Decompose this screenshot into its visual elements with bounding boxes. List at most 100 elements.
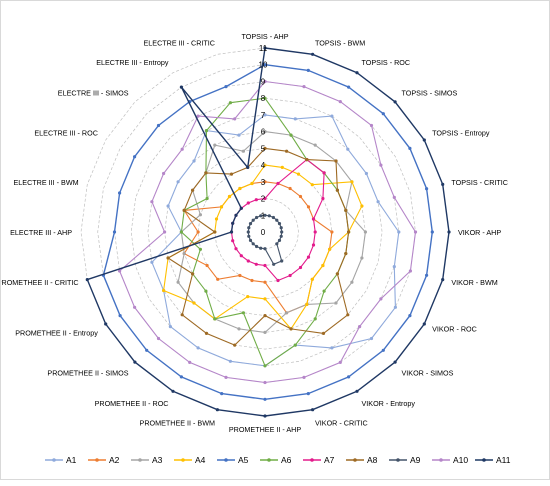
data-point-a9 bbox=[263, 213, 267, 217]
data-point-a9 bbox=[272, 262, 276, 266]
data-point-a8 bbox=[233, 343, 237, 347]
data-point-a9 bbox=[275, 218, 279, 222]
category-label: VIKOR - SIMOS bbox=[402, 369, 454, 378]
data-point-a10 bbox=[196, 114, 200, 118]
category-label: PROMETHEE II - CRITIC bbox=[1, 278, 79, 287]
data-point-a1 bbox=[346, 147, 350, 151]
data-point-a9 bbox=[255, 215, 259, 220]
data-point-a5 bbox=[425, 187, 429, 191]
data-point-a4 bbox=[305, 302, 309, 306]
data-point-a9 bbox=[248, 222, 253, 226]
legend-label: A9 bbox=[410, 455, 421, 465]
data-point-a9 bbox=[277, 238, 282, 242]
data-point-a9 bbox=[263, 247, 267, 251]
data-point-a7 bbox=[276, 181, 280, 186]
data-point-a11 bbox=[263, 46, 267, 50]
data-point-a4 bbox=[162, 288, 166, 293]
data-point-a5 bbox=[306, 68, 310, 72]
tick-label: 0 bbox=[261, 228, 266, 237]
data-point-a10 bbox=[224, 375, 228, 379]
data-point-a9 bbox=[259, 214, 263, 218]
tick-label: 7 bbox=[261, 111, 266, 120]
data-point-a11 bbox=[239, 206, 243, 210]
data-point-a4 bbox=[227, 194, 232, 199]
data-point-a7 bbox=[254, 262, 258, 266]
data-point-a3 bbox=[285, 311, 289, 315]
data-point-a10 bbox=[302, 85, 306, 89]
data-point-a11 bbox=[171, 389, 175, 393]
data-point-a4 bbox=[192, 301, 196, 305]
data-point-a1 bbox=[150, 260, 154, 264]
legend-label: A4 bbox=[195, 455, 206, 465]
data-point-a9 bbox=[246, 230, 250, 234]
data-point-a5 bbox=[425, 273, 429, 277]
tick-label: 6 bbox=[261, 128, 266, 137]
data-point-a9 bbox=[255, 244, 259, 249]
data-point-a5 bbox=[156, 123, 161, 128]
category-label: PROMETHEE II - Entropy bbox=[15, 329, 98, 338]
legend-item: A8 bbox=[346, 455, 378, 465]
data-point-a6 bbox=[198, 247, 202, 251]
data-point-a7 bbox=[239, 254, 243, 258]
category-label: VIKOR - ROC bbox=[432, 325, 477, 334]
category-label: VIKOR - AHP bbox=[458, 228, 501, 237]
legend-marker bbox=[439, 458, 443, 462]
data-point-a6 bbox=[289, 133, 293, 137]
data-point-a9 bbox=[248, 238, 253, 242]
data-point-a7 bbox=[246, 259, 250, 263]
data-point-a7 bbox=[321, 196, 325, 201]
data-point-a4 bbox=[250, 181, 254, 186]
data-point-a3 bbox=[363, 230, 367, 234]
data-point-a5 bbox=[220, 392, 224, 396]
data-point-a1 bbox=[330, 114, 334, 118]
data-point-a8 bbox=[321, 331, 326, 335]
radial-axis-ticks: 0 1 2 3 4 5 6 7 8 9 10 11 bbox=[259, 44, 268, 237]
data-point-a3 bbox=[241, 149, 245, 153]
data-point-a8 bbox=[182, 208, 186, 212]
data-point-a10 bbox=[379, 297, 383, 301]
data-point-a7 bbox=[263, 196, 267, 201]
data-point-a1 bbox=[393, 305, 397, 309]
data-point-a11 bbox=[447, 230, 451, 234]
tick-label: 9 bbox=[261, 78, 266, 87]
data-point-a10 bbox=[133, 305, 137, 309]
data-point-a4 bbox=[263, 163, 267, 167]
data-point-a9 bbox=[247, 226, 251, 230]
data-point-a4 bbox=[214, 217, 219, 221]
data-point-a5 bbox=[179, 375, 183, 379]
data-point-a6 bbox=[322, 289, 326, 293]
legend-marker bbox=[95, 458, 99, 462]
tick-label: 8 bbox=[261, 94, 266, 103]
legend-item: A6 bbox=[260, 455, 292, 465]
data-point-a4 bbox=[246, 295, 250, 299]
data-point-a5 bbox=[381, 348, 385, 352]
legend-item: A3 bbox=[131, 455, 163, 465]
legend-item: A9 bbox=[389, 455, 421, 465]
data-point-a8 bbox=[191, 272, 195, 276]
data-point-a1 bbox=[228, 359, 232, 363]
data-point-a6 bbox=[204, 129, 209, 133]
data-point-a11 bbox=[393, 360, 397, 364]
legend-label: A3 bbox=[152, 455, 163, 465]
data-point-a11 bbox=[234, 213, 238, 217]
legend-item: A5 bbox=[217, 455, 249, 465]
data-point-a5 bbox=[408, 146, 412, 150]
data-point-a5 bbox=[133, 155, 137, 159]
legend-label: A10 bbox=[453, 455, 468, 465]
data-point-a1 bbox=[369, 336, 374, 341]
data-point-a6 bbox=[263, 364, 267, 368]
series-line-a1 bbox=[151, 114, 400, 367]
category-label: ELECTRE III - ROC bbox=[34, 129, 98, 138]
series-a4 bbox=[162, 163, 364, 331]
category-label: ELECTRE III - CRITIC bbox=[144, 39, 215, 48]
data-point-a2 bbox=[250, 278, 254, 283]
data-point-a6 bbox=[313, 317, 317, 321]
data-point-a1 bbox=[397, 230, 401, 234]
data-point-a1 bbox=[192, 159, 196, 163]
data-point-a3 bbox=[360, 256, 364, 260]
data-point-a10 bbox=[233, 117, 237, 121]
data-point-a1 bbox=[376, 200, 380, 204]
data-point-a4 bbox=[296, 172, 301, 176]
data-point-a10 bbox=[369, 123, 374, 128]
legend-marker bbox=[396, 458, 400, 462]
